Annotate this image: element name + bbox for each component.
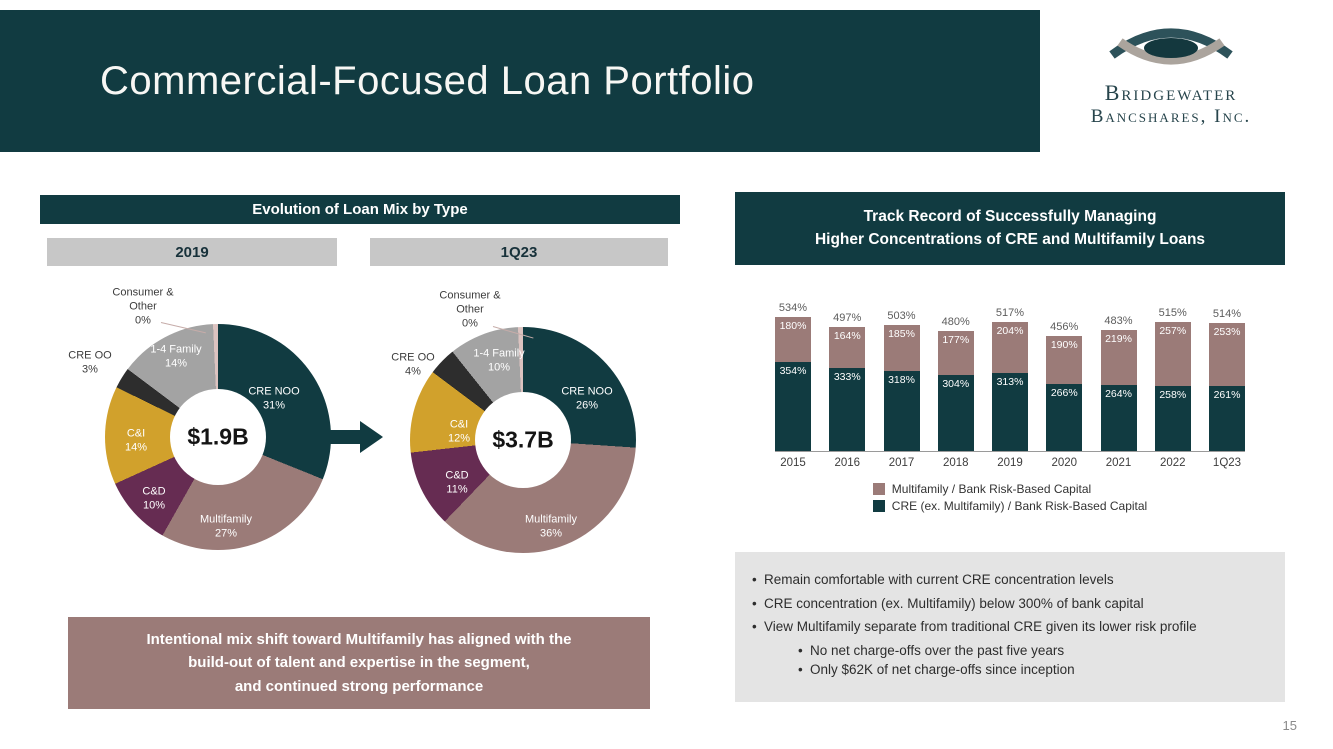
bar-total-label: 515% — [1158, 307, 1187, 319]
donut-1q23: $3.7B — [410, 327, 636, 553]
pie-label-cre-oo: CRE OO 3% — [68, 349, 112, 375]
donut-2019: $1.9B — [105, 324, 331, 550]
bullet-item: CRE concentration (ex. Multifamily) belo… — [751, 595, 1269, 613]
bar-axis-label: 2022 — [1159, 457, 1186, 469]
bar-columns: 534% 180% 354% 497% 164% 333% 503% 185% 318% 480%… — [775, 300, 1245, 452]
donut-center-value: $3.7B — [492, 426, 554, 453]
logo-name-line1: Bridgewater — [1104, 80, 1238, 105]
bar-column: 515% 257% 258% — [1154, 307, 1191, 451]
bar-segment-cre: 313% — [992, 373, 1028, 451]
bullet-subitem: No net charge-offs over the past five ye… — [797, 642, 1269, 660]
pie-label-cre-oo: CRE OO 4% — [391, 351, 435, 377]
legend-item-multifamily: Multifamily / Bank Risk-Based Capital — [872, 482, 1147, 496]
donut-center-value: $1.9B — [187, 423, 249, 450]
multifamily-note: Intentional mix shift toward Multifamily… — [68, 617, 650, 709]
bar-axis-label: 2016 — [834, 457, 861, 469]
pie-label-ci: C&I 12% — [447, 418, 471, 444]
slide-header: Commercial-Focused Loan Portfolio — [0, 10, 1040, 152]
pie-label-cre-noo: CRE NOO 26% — [561, 385, 613, 411]
bar-axis-label: 1Q23 — [1212, 457, 1242, 469]
cre-bullets-box: Remain comfortable with current CRE conc… — [735, 552, 1285, 702]
bar-segment-multifamily: 185% — [883, 325, 920, 371]
bar-axis-labels: 2015 2016 2017 2018 2019 2020 2021 2022 1Q23 — [775, 457, 1245, 469]
bar-column: 534% 180% 354% — [775, 302, 811, 451]
page-title: Commercial-Focused Loan Portfolio — [100, 58, 755, 103]
bar-axis-label: 2021 — [1105, 457, 1132, 469]
bar-segment-multifamily: 257% — [1154, 322, 1191, 386]
bar-segment-cre: 333% — [829, 368, 866, 451]
bridgewater-logo-icon — [1109, 28, 1233, 65]
bar-segment-multifamily: 204% — [992, 322, 1028, 373]
bar-segment-multifamily: 180% — [775, 317, 811, 362]
bar-total-label: 517% — [995, 307, 1025, 319]
bar-total-label: 483% — [1104, 315, 1133, 327]
pie-2019: $1.9B Consumer & Other 0% CRE OO 3% 1-4 … — [48, 275, 388, 610]
bar-column: 497% 164% 333% — [829, 312, 866, 451]
right-arrow-icon — [330, 420, 384, 459]
legend-swatch-cre — [872, 500, 885, 512]
bar-axis-label: 2015 — [780, 457, 806, 469]
pie-label-1-4-family: 1-4 Family 14% — [150, 343, 202, 369]
legend-label-multifamily: Multifamily / Bank Risk-Based Capital — [891, 482, 1092, 496]
bullet-list: Remain comfortable with current CRE conc… — [751, 571, 1269, 679]
bullet-subitem: Only $62K of net charge-offs since incep… — [797, 661, 1269, 679]
page-number: 15 — [1282, 718, 1297, 733]
bar-axis-label: 2017 — [888, 457, 915, 469]
bar-column: 517% 204% 313% — [992, 307, 1028, 451]
bar-segment-multifamily: 190% — [1046, 336, 1083, 384]
left-panel-header: Evolution of Loan Mix by Type — [40, 195, 680, 224]
bar-column: 480% 177% 304% — [937, 316, 974, 451]
donut-hole — [475, 392, 571, 488]
bar-segment-multifamily: 164% — [829, 327, 866, 368]
donut-hole — [170, 389, 266, 485]
bar-segment-cre: 304% — [937, 375, 974, 451]
logo-name-line2: Bancshares, Inc. — [1090, 106, 1252, 127]
pie-label-cd: C&D 11% — [445, 469, 469, 495]
pie-label-cd: C&D 10% — [142, 485, 166, 511]
bar-segment-cre: 264% — [1100, 385, 1137, 451]
bar-total-label: 456% — [1050, 321, 1079, 333]
bar-segment-multifamily: 177% — [937, 331, 974, 375]
bar-axis-label: 2020 — [1051, 457, 1078, 469]
bar-segment-cre: 261% — [1209, 386, 1245, 451]
bar-total-label: 534% — [778, 302, 808, 314]
bar-axis-label: 2019 — [997, 457, 1023, 469]
bar-total-label: 514% — [1212, 308, 1242, 320]
bar-segment-cre: 354% — [775, 362, 811, 451]
bullet-item: View Multifamily separate from tradition… — [751, 618, 1269, 636]
cre-concentration-chart: 534% 180% 354% 497% 164% 333% 503% 185% 318% 480%… — [775, 300, 1245, 516]
legend-swatch-multifamily — [872, 483, 885, 495]
chart-legend: Multifamily / Bank Risk-Based Capital CR… — [872, 482, 1148, 513]
pie-label-1-4-family: 1-4 Family 10% — [473, 347, 525, 373]
bar-segment-multifamily: 219% — [1100, 330, 1137, 385]
bar-segment-cre: 318% — [883, 371, 920, 451]
legend-item-cre: CRE (ex. Multifamily) / Bank Risk-Based … — [872, 499, 1148, 513]
pie-label-consumer-other: Consumer & Other 0% — [112, 286, 174, 326]
pie-label-consumer-other: Consumer & Other 0% — [439, 289, 501, 329]
right-panel-header: Track Record of Successfully Managing Hi… — [735, 192, 1285, 265]
bar-segment-cre: 266% — [1046, 384, 1083, 451]
pie-label-ci: C&I 14% — [124, 427, 148, 453]
bar-axis-label: 2018 — [942, 457, 969, 469]
bar-column: 456% 190% 266% — [1046, 321, 1083, 451]
bar-total-label: 503% — [887, 310, 916, 322]
pie-1q23-title: 1Q23 — [370, 238, 668, 266]
company-logo: Bridgewater Bancshares, Inc. — [1035, 18, 1307, 128]
bar-column: 483% 219% 264% — [1100, 315, 1137, 451]
bar-total-label: 480% — [941, 316, 970, 328]
pie-label-cre-noo: CRE NOO 31% — [248, 385, 300, 411]
bullet-item: Remain comfortable with current CRE conc… — [751, 571, 1269, 589]
bar-segment-cre: 258% — [1154, 386, 1191, 451]
bar-column: 514% 253% 261% — [1209, 308, 1245, 451]
pie-label-multifamily: Multifamily 27% — [200, 513, 252, 539]
bar-column: 503% 185% 318% — [883, 310, 920, 451]
pie-1q23: $3.7B Consumer & Other 0% CRE OO 4% 1-4 … — [373, 275, 703, 610]
legend-label-cre: CRE (ex. Multifamily) / Bank Risk-Based … — [891, 499, 1148, 513]
bar-segment-multifamily: 253% — [1209, 323, 1245, 386]
pie-2019-title: 2019 — [47, 238, 337, 266]
bar-total-label: 497% — [833, 312, 862, 324]
pie-label-multifamily: Multifamily 36% — [525, 513, 577, 539]
